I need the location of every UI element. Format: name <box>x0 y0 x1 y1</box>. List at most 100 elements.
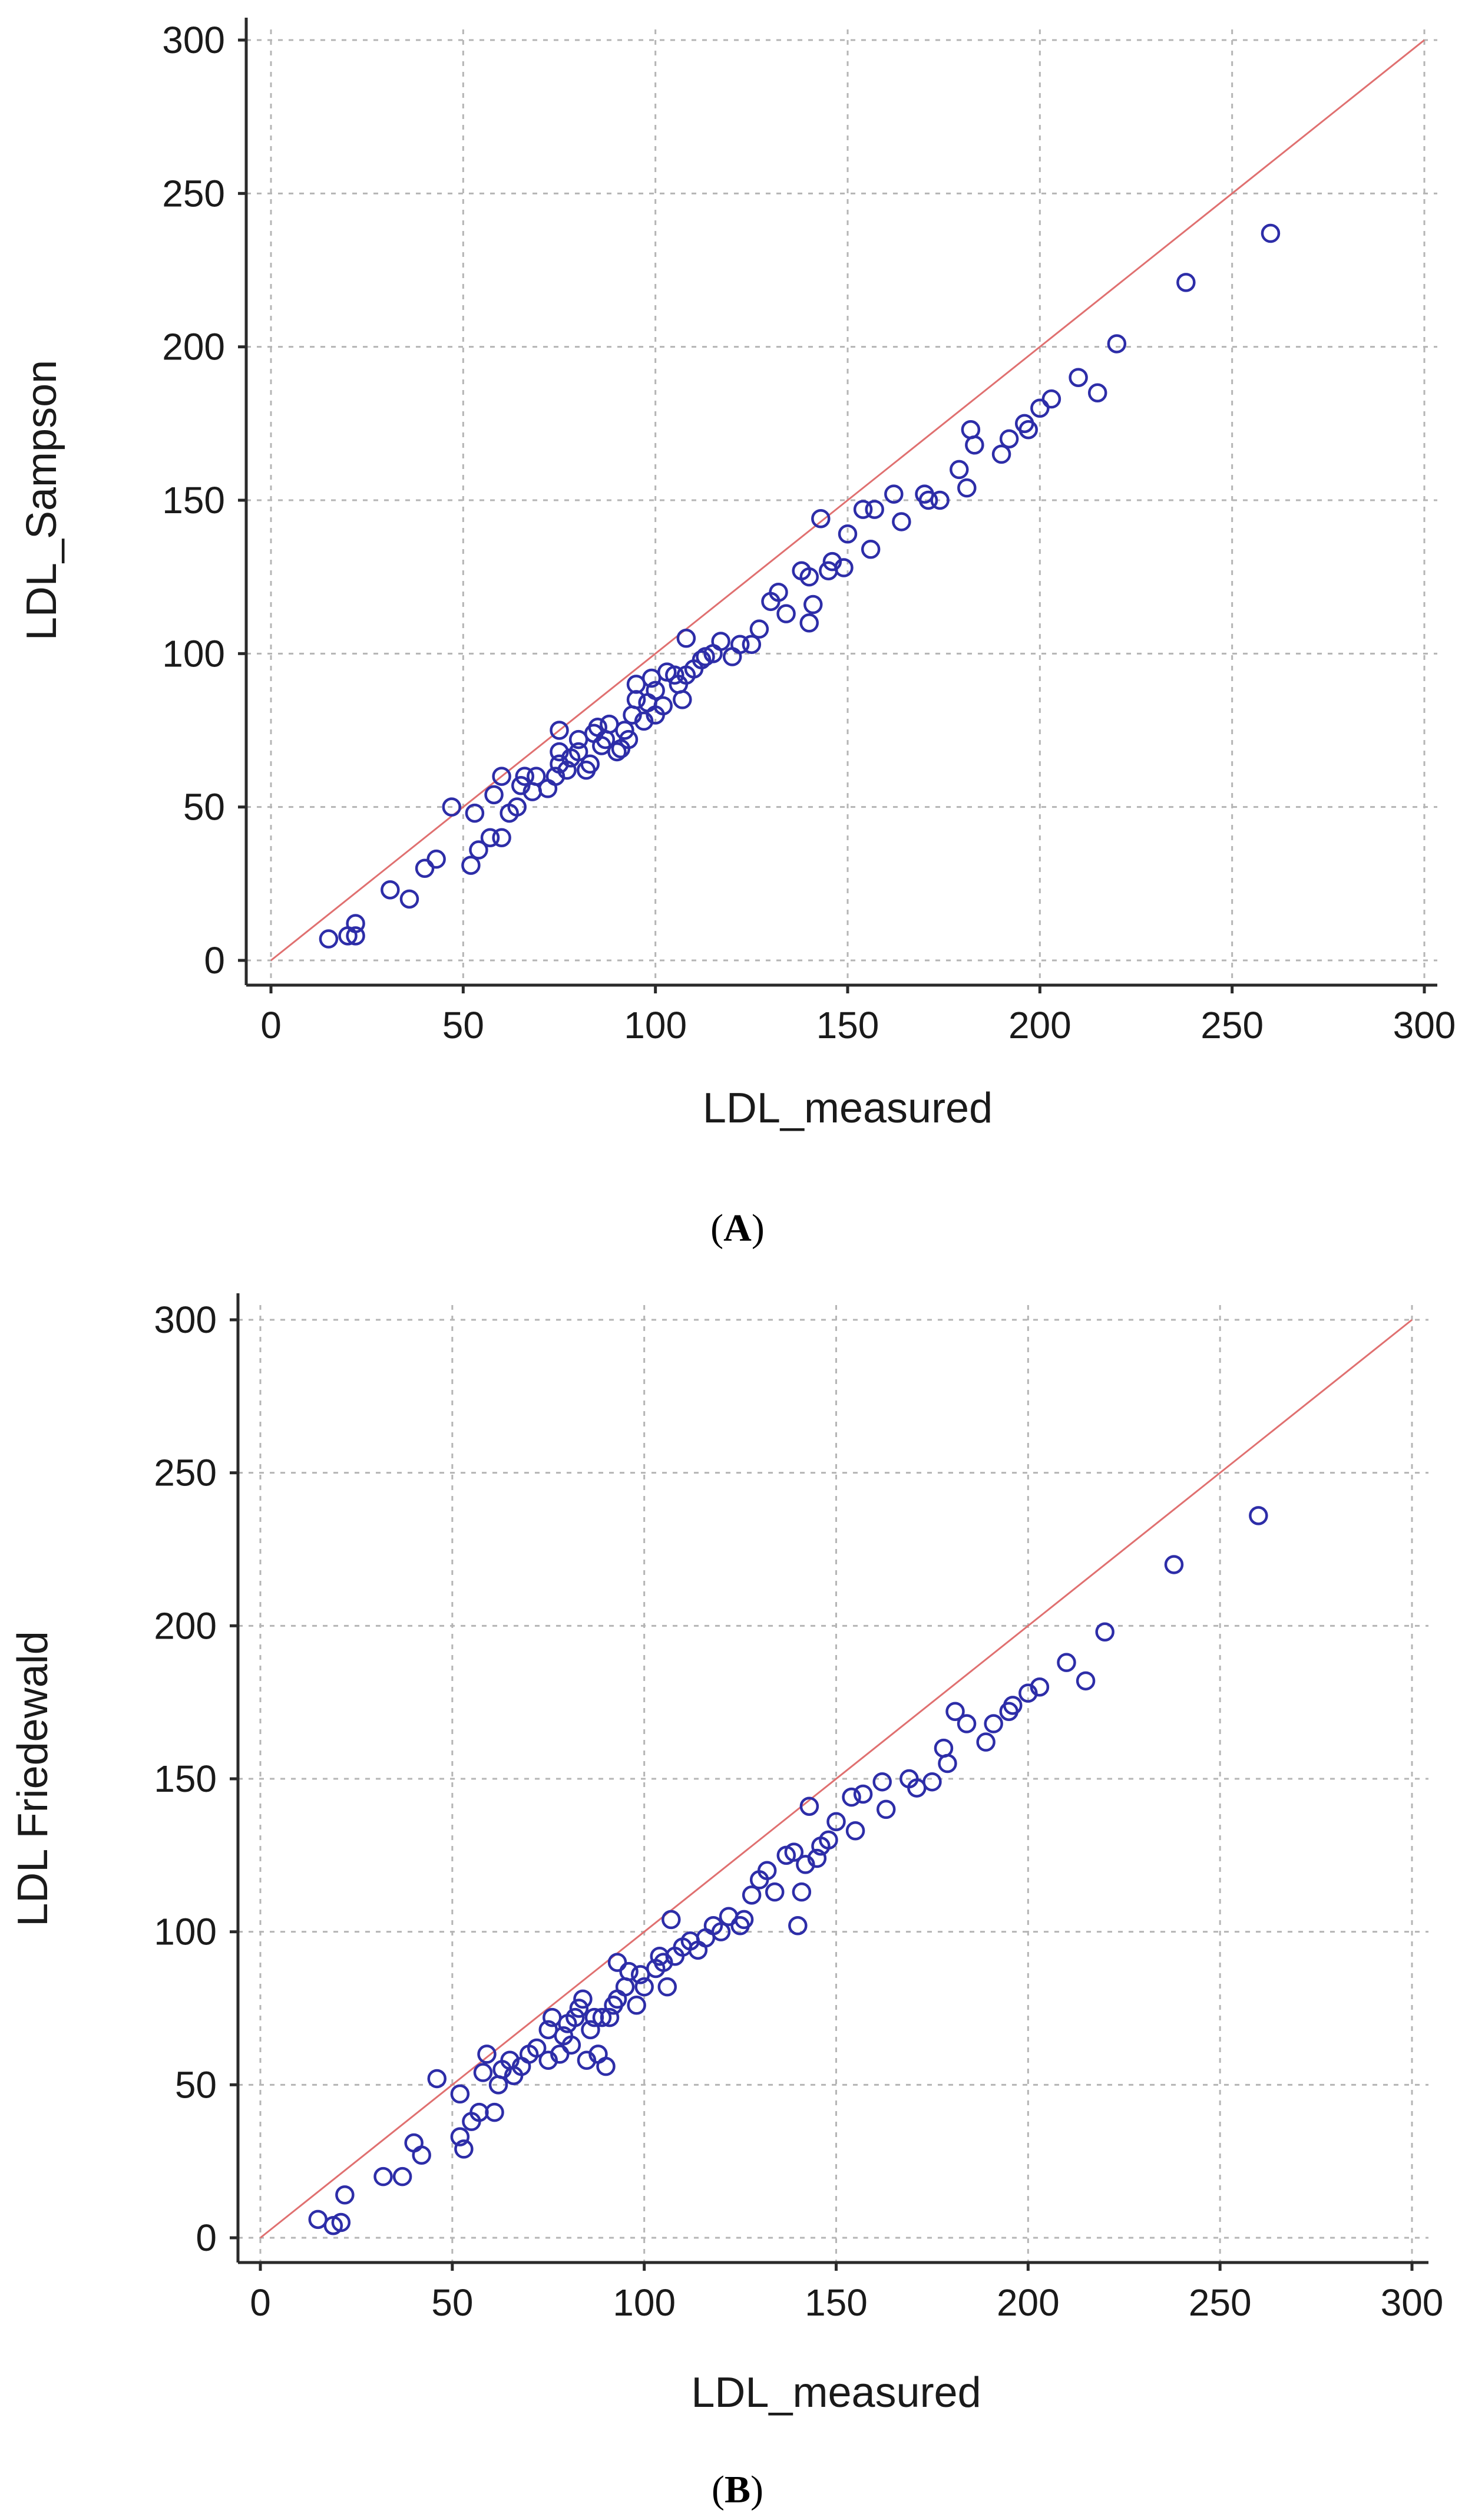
y-tick-label: 100 <box>154 1911 217 1953</box>
data-point <box>607 1953 627 1972</box>
data-point <box>492 767 511 786</box>
data-point <box>861 540 881 559</box>
data-point <box>965 435 984 455</box>
data-point <box>565 2007 585 2027</box>
y-tick-label: 250 <box>154 1452 217 1494</box>
data-point <box>999 429 1019 449</box>
data-point <box>769 582 788 602</box>
data-point <box>1018 1683 1038 1703</box>
data-point <box>961 420 981 440</box>
data-point <box>477 2045 497 2064</box>
data-point <box>561 2035 581 2055</box>
data-point <box>784 1842 804 1862</box>
data-point <box>331 2212 351 2232</box>
data-point <box>662 1910 681 1930</box>
data-point <box>634 1977 654 1997</box>
data-point <box>619 729 639 749</box>
data-point <box>799 567 819 587</box>
y-tick-label: 100 <box>162 632 225 675</box>
data-point <box>711 632 730 651</box>
data-point <box>884 484 904 504</box>
x-tick-label: 200 <box>1008 1004 1071 1046</box>
data-point <box>799 613 819 633</box>
data-point <box>765 1882 785 1902</box>
data-point <box>538 779 558 798</box>
data-point <box>550 2045 570 2064</box>
data-point <box>838 524 858 544</box>
data-point <box>492 828 511 847</box>
data-point <box>615 1977 635 1997</box>
data-point <box>373 2166 393 2187</box>
x-tick-label: 150 <box>816 1004 879 1046</box>
data-point <box>404 2133 424 2153</box>
data-point <box>826 1812 846 1831</box>
y-tick-label: 0 <box>204 939 225 982</box>
y-tick-label: 250 <box>162 172 225 214</box>
data-point <box>803 595 823 615</box>
data-point <box>734 1910 754 1930</box>
data-point <box>1057 1653 1076 1672</box>
data-point <box>945 1702 965 1721</box>
x-tick-label: 100 <box>613 2281 676 2324</box>
data-point <box>730 635 750 654</box>
y-tick-label: 150 <box>162 479 225 521</box>
data-point <box>807 1848 827 1868</box>
x-tick-label: 0 <box>260 1004 282 1046</box>
data-point <box>527 2038 547 2058</box>
x-tick-label: 100 <box>624 1004 687 1046</box>
data-point <box>792 1882 812 1902</box>
data-point <box>538 2050 558 2070</box>
data-point <box>550 721 569 740</box>
data-point <box>872 1772 892 1792</box>
data-point <box>600 714 619 734</box>
y-tick-label: 300 <box>162 19 225 61</box>
y-tick-label: 200 <box>162 326 225 368</box>
data-point <box>865 500 884 519</box>
data-point <box>399 889 419 909</box>
x-tick-label: 200 <box>997 2281 1060 2324</box>
data-point <box>1164 1555 1184 1574</box>
data-point <box>484 785 504 805</box>
x-tick-label: 50 <box>442 1004 484 1046</box>
data-point <box>934 1738 954 1758</box>
data-point <box>527 767 546 786</box>
data-point <box>799 1796 819 1816</box>
data-point <box>346 926 365 946</box>
data-point <box>853 500 873 519</box>
data-point <box>1041 389 1061 409</box>
data-point <box>507 797 527 817</box>
data-point <box>450 2084 470 2104</box>
x-tick-label: 0 <box>250 2281 271 2324</box>
data-point <box>984 1714 1003 1733</box>
data-point <box>412 2145 431 2165</box>
identity-line <box>270 39 1425 962</box>
x-tick-label: 250 <box>1200 1004 1264 1046</box>
data-point <box>749 619 769 639</box>
caption-b: (B) <box>712 2468 763 2511</box>
data-point <box>638 693 657 712</box>
data-point <box>1176 273 1196 292</box>
x-axis-label: LDL_measured <box>691 2369 981 2416</box>
y-tick-label: 300 <box>154 1299 217 1341</box>
data-point <box>381 880 400 900</box>
data-point <box>930 490 950 510</box>
data-point <box>657 1977 677 1997</box>
data-point <box>461 856 481 875</box>
data-point <box>950 460 969 480</box>
data-point <box>957 478 977 498</box>
data-point <box>776 604 796 623</box>
data-point <box>1030 398 1050 418</box>
data-point <box>819 1830 838 1850</box>
data-point <box>938 1753 957 1773</box>
data-point <box>1095 1622 1114 1642</box>
scatter-panel-b: 0 50 100 150 200 250 300 0 50 100 150 200 250 300 LDL_… <box>9 1293 1443 2416</box>
data-point <box>1261 223 1281 243</box>
data-point <box>442 797 462 817</box>
x-tick-label: 300 <box>1393 1004 1456 1046</box>
data-point <box>646 681 665 701</box>
data-point <box>665 665 684 685</box>
data-point <box>1018 420 1039 440</box>
data-point <box>1249 1506 1268 1525</box>
data-point <box>619 1961 639 1981</box>
y-axis-label: LDL_Sampson <box>18 360 65 640</box>
